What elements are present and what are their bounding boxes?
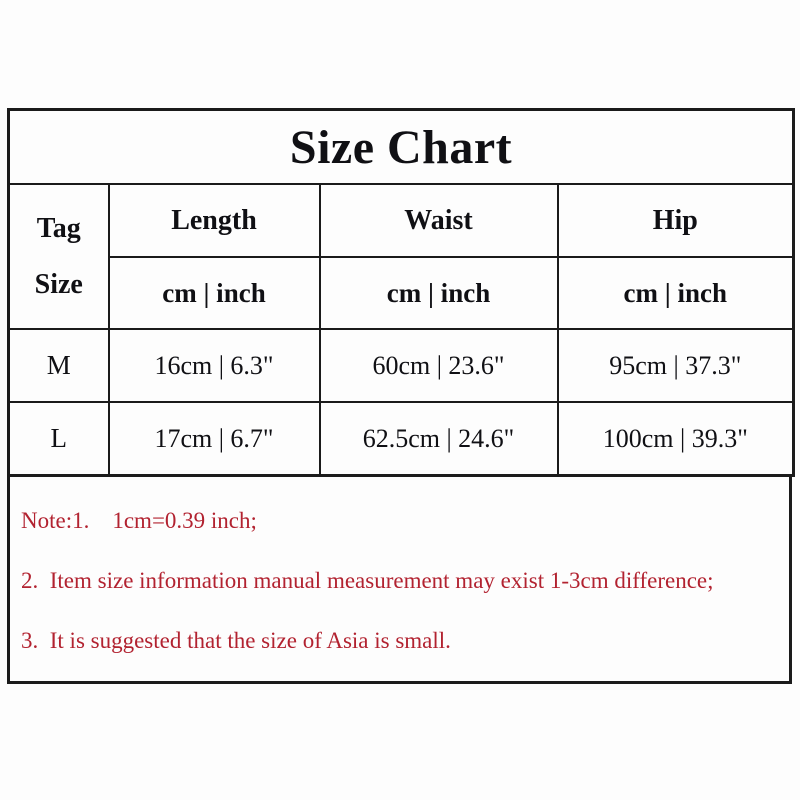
column-header-waist: Waist — [318, 183, 559, 258]
column-header-hip: Hip — [556, 183, 795, 258]
hip-cell: 100cm | 39.3" — [556, 401, 795, 477]
hip-cell: 95cm | 37.3" — [556, 328, 795, 403]
corner-label-tag: Tag — [36, 212, 81, 244]
table-row-l: L 17cm | 6.7" 62.5cm | 24.6" 100cm | 39.… — [7, 401, 795, 477]
unit-header-row: cm | inch cm | inch cm | inch — [9, 256, 795, 330]
notes-box: Note:1. 1cm=0.39 inch; 2. Item size info… — [7, 477, 792, 684]
note-line-2: 2. Item size information manual measurem… — [21, 568, 714, 593]
waist-cell: 62.5cm | 24.6" — [318, 401, 559, 477]
size-chart-sheet: Size Chart Tag Size Length Waist Hip cm … — [7, 108, 796, 684]
waist-cell: 60cm | 23.6" — [318, 328, 559, 403]
length-cell: 17cm | 6.7" — [107, 401, 321, 477]
size-table: Size Chart Tag Size Length Waist Hip cm … — [7, 108, 796, 477]
table-row-m: M 16cm | 6.3" 60cm | 23.6" 95cm | 37.3" — [7, 328, 795, 403]
column-header-row: Tag Size Length Waist Hip — [7, 183, 795, 330]
title-row: Size Chart — [7, 108, 795, 185]
column-header-length: Length — [107, 183, 321, 258]
page-title: Size Chart — [7, 108, 795, 185]
note-line-1: Note:1. 1cm=0.39 inch; — [21, 508, 257, 533]
size-cell: M — [7, 328, 110, 403]
unit-header-hip: cm | inch — [556, 256, 795, 330]
unit-header-waist: cm | inch — [318, 256, 559, 330]
corner-label-size: Size — [34, 268, 83, 300]
length-cell: 16cm | 6.3" — [107, 328, 321, 403]
corner-header-stack: Tag Size — [10, 213, 108, 301]
size-cell: L — [7, 401, 110, 477]
corner-header-tag-size: Tag Size — [7, 183, 110, 330]
unit-header-length: cm | inch — [107, 256, 321, 330]
note-line-3: 3. It is suggested that the size of Asia… — [21, 628, 451, 653]
